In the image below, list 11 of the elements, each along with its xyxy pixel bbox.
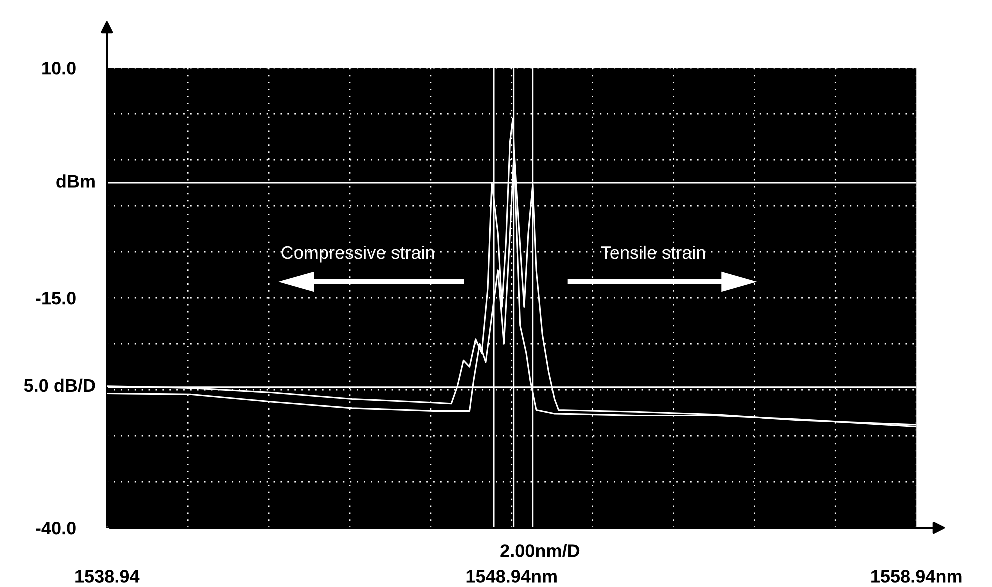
x-tick-label: 1548.94nm [466,570,557,583]
ref-line-label: 5.0 dB/D [24,378,96,392]
x-tick-label: 1538.94 [76,570,140,583]
y-tick-label: 10.0 [42,62,76,75]
x-tick-label: 1558.94nm [872,570,962,583]
y-tick-label: -15.0 [36,292,76,305]
annotation: Compressive strain [282,246,434,263]
annotation: Tensile strain [601,246,706,260]
ref-line-label: dBm [56,174,95,188]
text: 2.00nm/D [500,544,580,558]
y-tick-label: -40.0 [36,522,76,535]
